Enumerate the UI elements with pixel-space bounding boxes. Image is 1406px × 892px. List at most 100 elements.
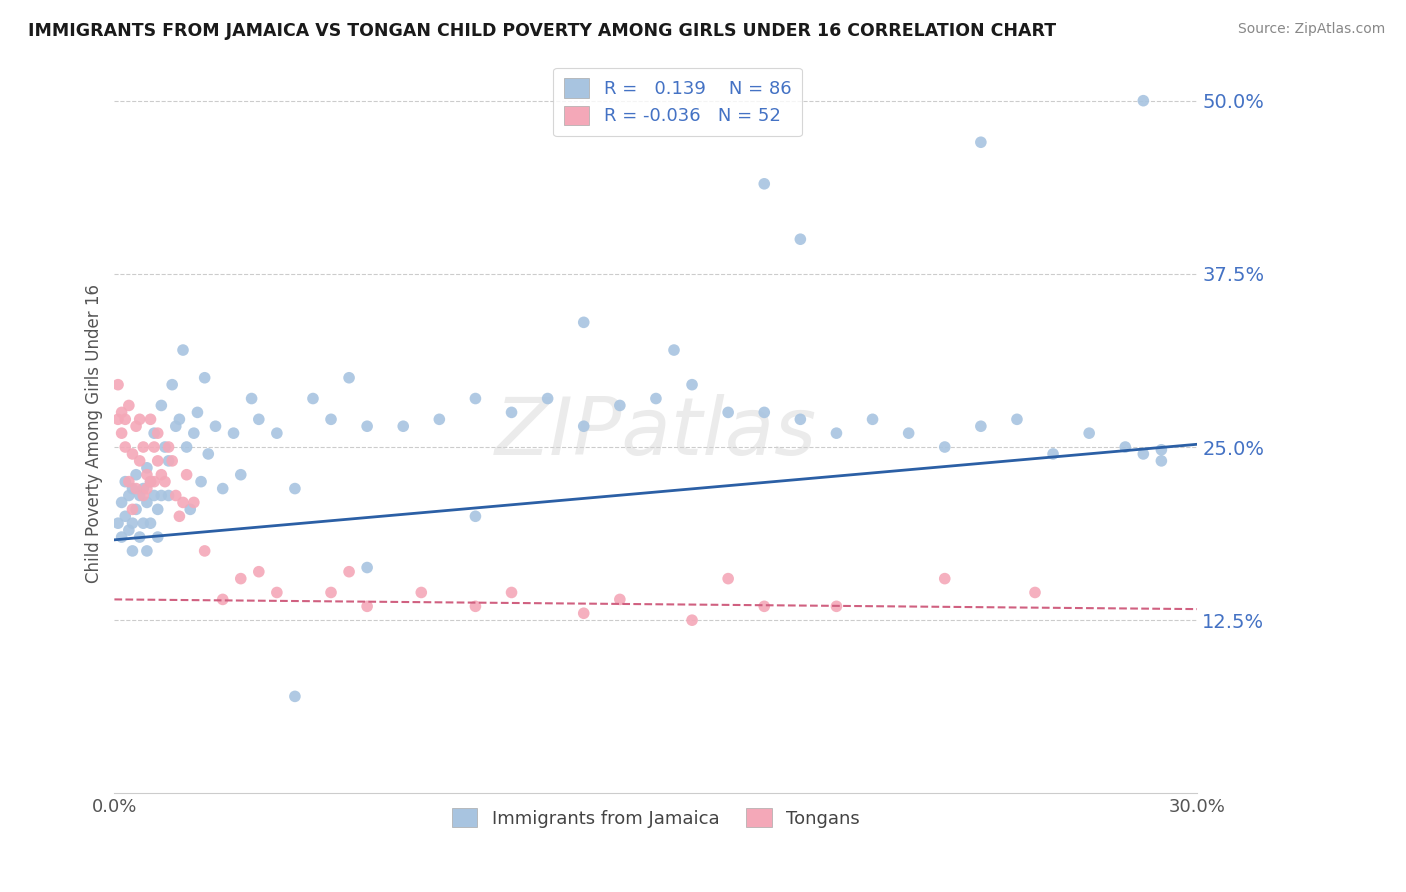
Point [464,599,486,614]
Point [681,613,703,627]
Point [1005,412,1028,426]
Point [165,419,187,434]
Point [160,377,183,392]
Point [464,509,486,524]
Point [135,544,157,558]
Point [121,502,143,516]
Point [970,135,993,149]
Point [1132,94,1154,108]
Point [392,419,415,434]
Point [1150,442,1173,457]
Point [284,482,307,496]
Point [501,405,523,419]
Point [337,370,360,384]
Point [572,607,595,621]
Point [128,454,150,468]
Point [825,599,848,614]
Point [118,523,141,537]
Point [128,488,150,502]
Point [536,392,558,406]
Point [609,399,631,413]
Point [125,502,148,516]
Point [934,572,956,586]
Point [139,475,162,489]
Point [107,377,129,392]
Point [284,690,307,704]
Point [121,482,143,496]
Point [1114,440,1136,454]
Point [150,467,173,482]
Point [609,592,631,607]
Point [183,495,205,509]
Point [132,488,155,502]
Point [146,426,169,441]
Point [111,405,134,419]
Point [157,440,180,454]
Point [132,482,155,496]
Point [111,530,134,544]
Point [319,585,342,599]
Point [114,475,136,489]
Point [572,315,595,329]
Text: IMMIGRANTS FROM JAMAICA VS TONGAN CHILD POVERTY AMONG GIRLS UNDER 16 CORRELATION: IMMIGRANTS FROM JAMAICA VS TONGAN CHILD … [28,22,1056,40]
Point [135,482,157,496]
Point [934,440,956,454]
Point [111,495,134,509]
Point [132,516,155,531]
Point [111,426,134,441]
Point [146,502,169,516]
Legend: Immigrants from Jamaica, Tongans: Immigrants from Jamaica, Tongans [444,800,868,835]
Point [125,419,148,434]
Point [153,440,176,454]
Point [146,454,169,468]
Point [266,585,288,599]
Point [128,412,150,426]
Point [143,488,166,502]
Point [135,495,157,509]
Point [645,392,668,406]
Point [717,572,740,586]
Point [190,475,212,489]
Point [356,419,378,434]
Point [121,447,143,461]
Point [169,509,191,524]
Point [150,488,173,502]
Point [150,399,173,413]
Point [266,426,288,441]
Point [302,392,325,406]
Point [139,475,162,489]
Point [143,475,166,489]
Point [211,482,233,496]
Point [229,572,252,586]
Point [970,419,993,434]
Point [121,544,143,558]
Point [194,544,217,558]
Point [176,467,198,482]
Point [1150,454,1173,468]
Point [229,467,252,482]
Point [125,467,148,482]
Point [153,475,176,489]
Point [172,343,194,357]
Point [121,516,143,531]
Point [862,412,884,426]
Point [356,560,378,574]
Point [143,440,166,454]
Point [897,426,920,441]
Point [789,232,811,246]
Point [240,392,263,406]
Point [132,440,155,454]
Point [717,405,740,419]
Point [176,440,198,454]
Point [337,565,360,579]
Point [411,585,433,599]
Point [157,454,180,468]
Text: Source: ZipAtlas.com: Source: ZipAtlas.com [1237,22,1385,37]
Point [114,509,136,524]
Point [754,405,776,419]
Point [247,412,270,426]
Point [146,530,169,544]
Point [464,392,486,406]
Point [183,426,205,441]
Point [1024,585,1046,599]
